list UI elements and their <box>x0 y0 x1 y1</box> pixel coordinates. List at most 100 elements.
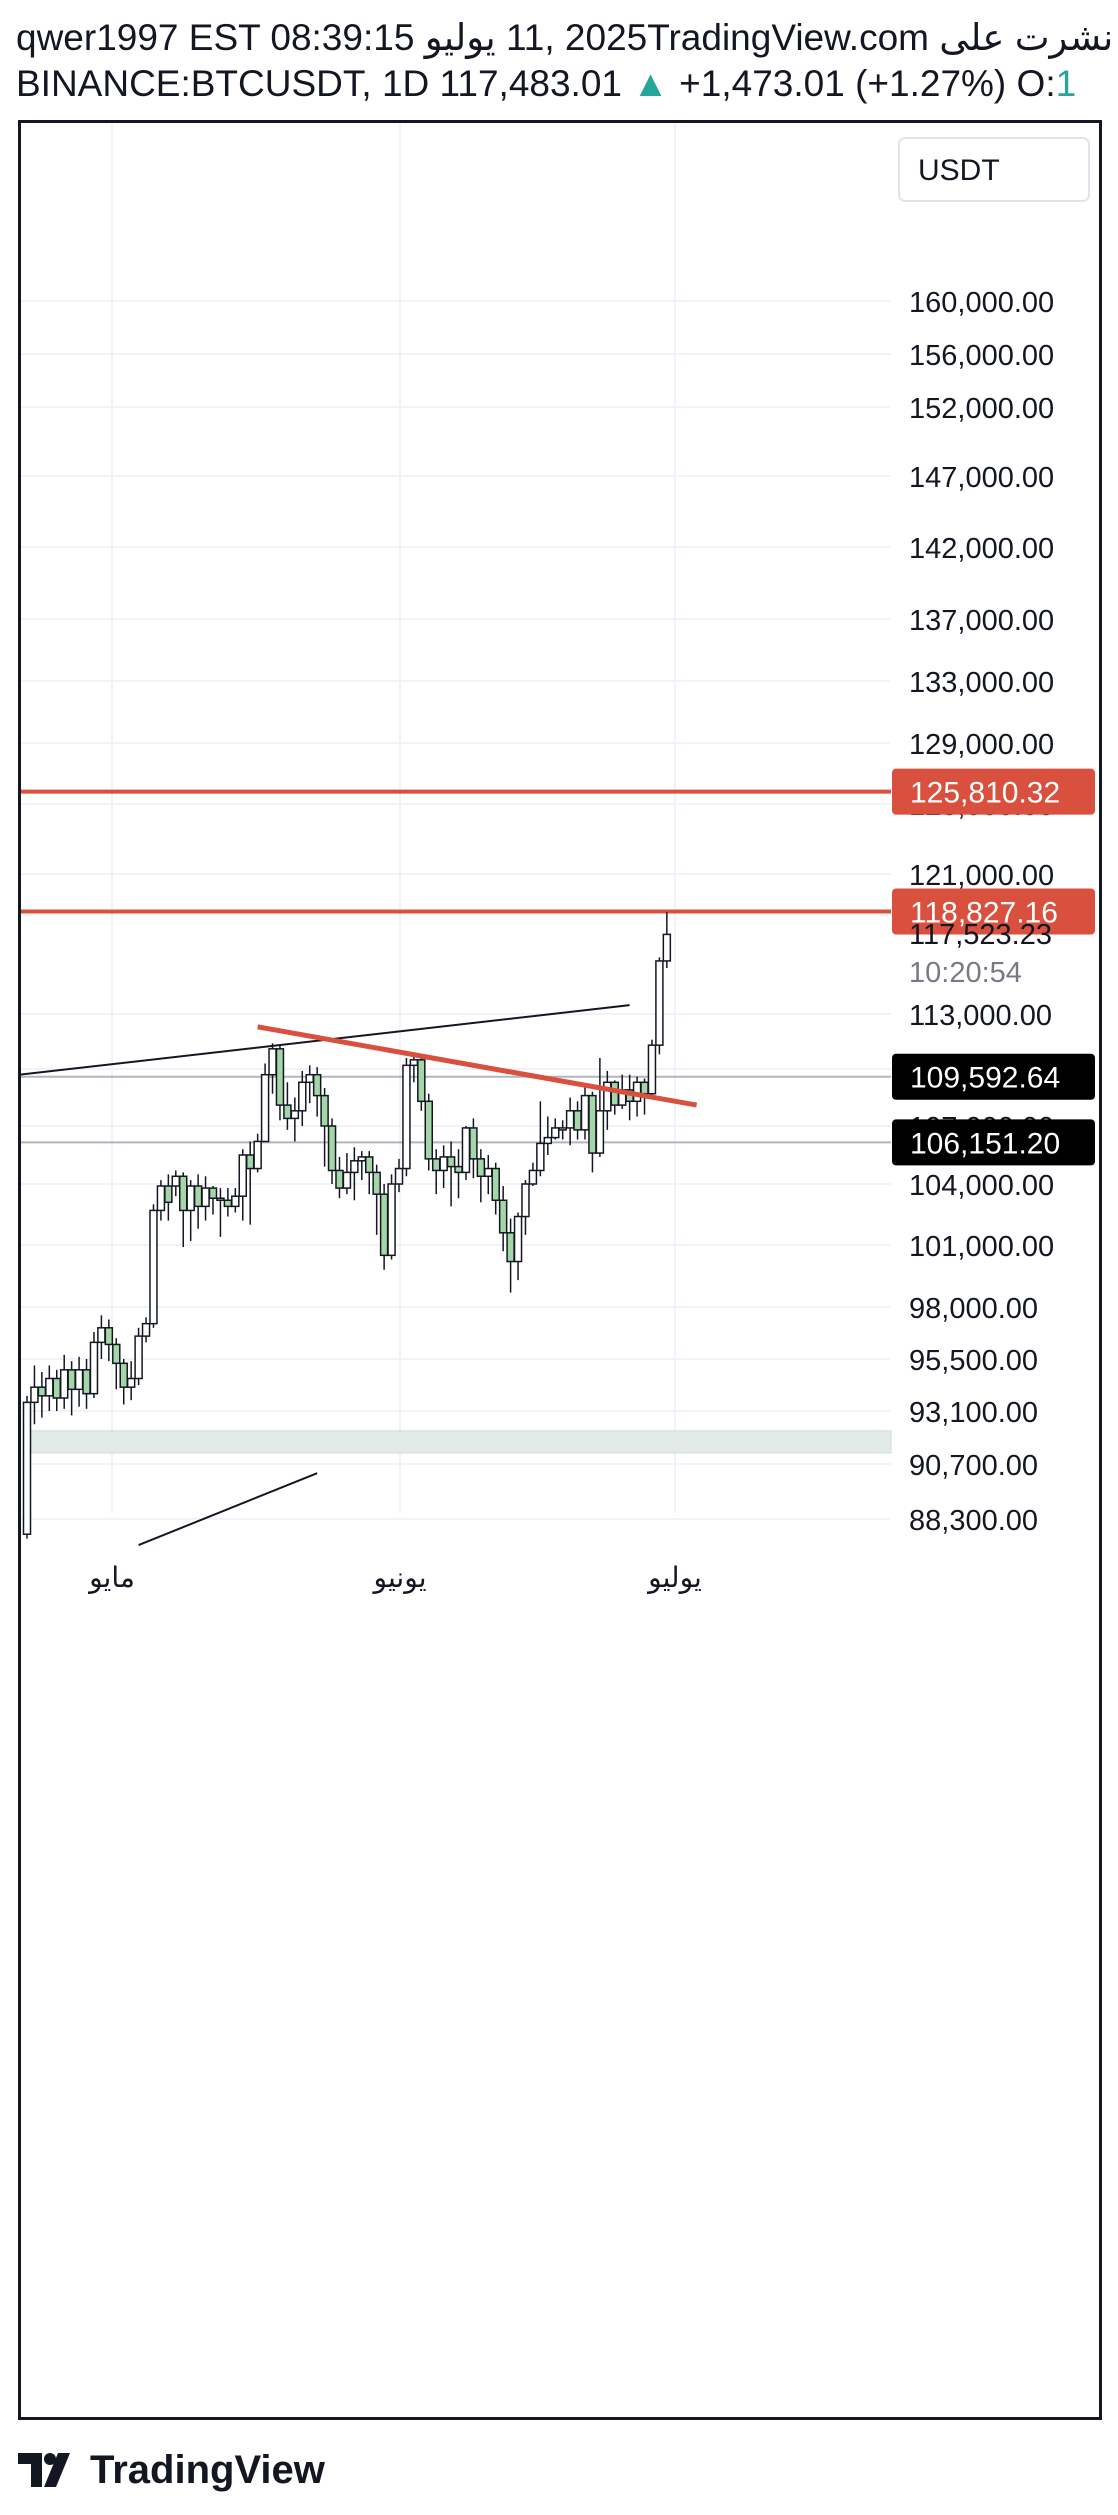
y-tick-label: 90,700.00 <box>909 1450 1038 1482</box>
red-trendline[interactable] <box>257 1024 698 1108</box>
candle <box>223 1188 233 1217</box>
candle <box>97 1315 106 1359</box>
candle <box>424 1093 434 1171</box>
candle <box>513 1212 523 1281</box>
site-name: TradingView.com <box>647 17 929 58</box>
price-level-label: 109,592.64 <box>910 1062 1060 1095</box>
price-level-label: 125,810.32 <box>910 777 1060 810</box>
open-label: O: <box>1016 63 1056 104</box>
candle <box>45 1365 54 1411</box>
candle <box>119 1359 128 1405</box>
y-tick-label: 142,000.00 <box>909 533 1054 565</box>
candle <box>186 1180 195 1241</box>
candles <box>22 911 672 1539</box>
candle <box>521 1180 530 1235</box>
candle <box>327 1118 337 1184</box>
tradingview-logo[interactable]: TradingView <box>18 2445 325 2495</box>
last-price-label: 117,523.23 <box>909 919 1052 951</box>
y-tick-label: 137,000.00 <box>909 605 1054 637</box>
candle <box>550 1118 560 1140</box>
candle <box>22 1395 32 1539</box>
candle <box>156 1180 166 1221</box>
candle <box>573 1101 582 1140</box>
candle <box>82 1359 91 1409</box>
open-value: 1 <box>1055 63 1077 104</box>
candle <box>112 1338 121 1390</box>
candle <box>305 1065 314 1104</box>
username: qwer1997 <box>16 17 179 58</box>
trendlines <box>21 1004 698 1547</box>
candle <box>89 1331 99 1398</box>
y-tick-label: 101,000.00 <box>909 1231 1054 1263</box>
candle <box>290 1097 300 1142</box>
symbol: BINANCE:BTCUSDT <box>16 63 362 104</box>
candle <box>484 1155 493 1195</box>
candle <box>342 1153 352 1195</box>
candle <box>30 1365 39 1425</box>
tradingview-brand: TradingView <box>90 2447 325 2492</box>
price-level-tag <box>892 1053 1095 1100</box>
candle <box>74 1356 84 1407</box>
price-change: +1,473.01 <box>679 63 845 104</box>
candle <box>394 1158 404 1193</box>
y-tick-label: 93,100.00 <box>909 1397 1038 1429</box>
candle <box>350 1147 359 1201</box>
trendline[interactable] <box>138 1472 318 1547</box>
candle <box>312 1067 322 1117</box>
candle <box>364 1151 374 1195</box>
last-price: 117,483.01 <box>439 63 622 104</box>
chart-area[interactable]: USDT 160,000.00 156,000.00 152,000.00 147,0… <box>18 120 1102 2420</box>
candle <box>536 1101 545 1177</box>
chart-info-line-1: qwer1997 EST 08:39:15 2025 ,11 يوليوTrad… <box>16 16 1113 60</box>
candle <box>625 1074 634 1121</box>
price-level-label: 118,827.16 <box>910 896 1058 929</box>
candle <box>439 1145 448 1189</box>
price-chart[interactable]: USDT 160,000.00 156,000.00 152,000.00 147,0… <box>21 123 1099 2417</box>
publish-time: 08:39:15 <box>270 17 415 58</box>
candle <box>491 1162 500 1215</box>
publish-date: 2025 ,11 يوليو <box>424 17 648 58</box>
interval: 1D <box>381 63 430 104</box>
up-arrow-icon: ▲ <box>632 63 669 104</box>
candle <box>655 957 664 1055</box>
candle <box>134 1327 143 1385</box>
price-level-tag <box>892 1119 1095 1166</box>
candle <box>469 1118 478 1179</box>
y-tick-label: 95,500.00 <box>909 1345 1038 1377</box>
price-axis: USDT 160,000.00 156,000.00 152,000.00 147,0… <box>898 137 1090 1537</box>
price-level-label: 106,151.20 <box>910 1127 1060 1160</box>
candle <box>558 1120 567 1140</box>
price-zone <box>30 1430 892 1454</box>
horizontal-levels <box>21 789 891 1144</box>
candle <box>595 1058 605 1157</box>
time-axis: مايو يونيو يوليو <box>87 1561 702 1594</box>
candle <box>141 1317 151 1343</box>
y-tick-label: 129,000.00 <box>909 729 1054 761</box>
candle <box>104 1319 114 1362</box>
candle <box>379 1184 389 1270</box>
x-tick-label: يوليو <box>646 1561 702 1594</box>
candle <box>231 1188 240 1213</box>
candle <box>208 1186 218 1215</box>
candle <box>59 1354 69 1409</box>
candle <box>662 911 672 969</box>
candle <box>565 1097 575 1146</box>
candle <box>610 1080 620 1115</box>
price-level-tag <box>892 888 1095 935</box>
y-tick-label: 104,000.00 <box>909 1170 1054 1202</box>
candle <box>506 1218 515 1293</box>
candle <box>528 1162 538 1187</box>
candle <box>387 1174 396 1260</box>
candle <box>201 1176 210 1221</box>
support-zone <box>30 1430 892 1454</box>
candle <box>603 1070 612 1130</box>
y-tick-label: 113,000.00 <box>909 1000 1052 1032</box>
tradingview-logo-icon <box>18 2453 70 2487</box>
candle <box>476 1149 486 1203</box>
currency-selector[interactable] <box>898 137 1090 202</box>
grid-lines <box>21 123 891 1520</box>
y-tick-label: 147,000.00 <box>909 462 1054 494</box>
candle <box>149 1204 158 1328</box>
candle <box>402 1058 411 1177</box>
candle <box>67 1361 76 1416</box>
